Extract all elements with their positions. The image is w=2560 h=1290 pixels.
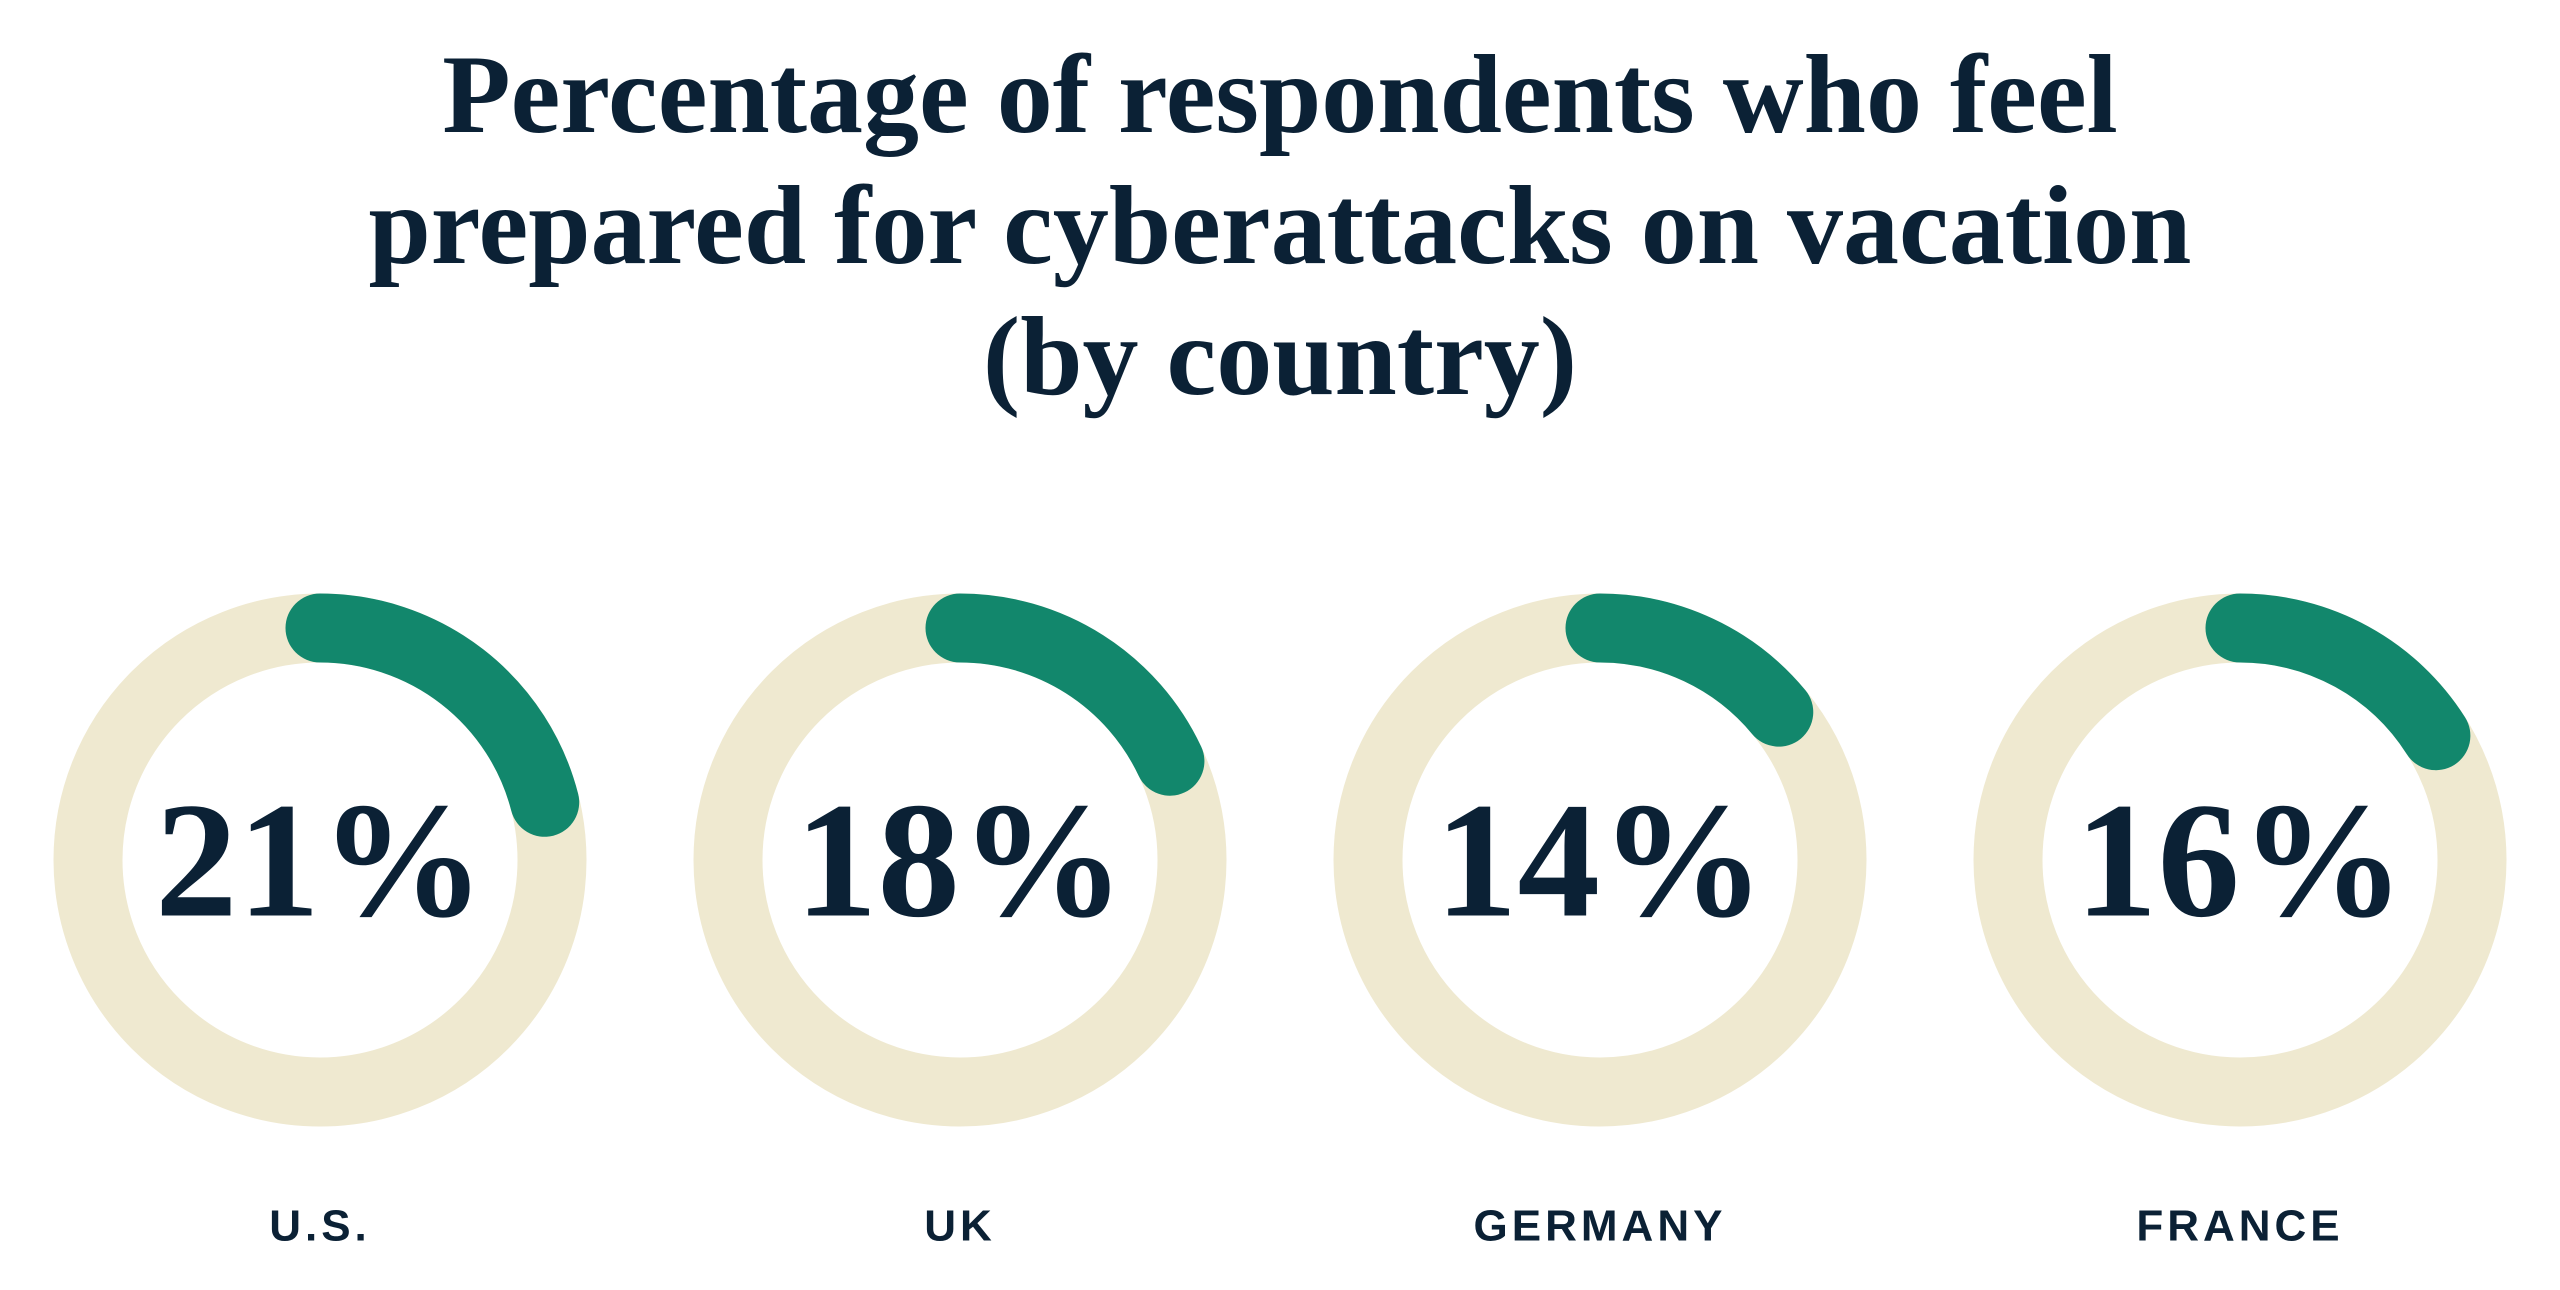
category-label: FRANCE [2136,1202,2343,1251]
value-label: 21% [155,769,485,952]
value-label: 14% [1435,769,1765,952]
donut-arc [1565,593,1814,747]
category-label: GERMANY [1474,1202,1727,1251]
donut-arc [925,593,1205,796]
chart-title: Percentage of respondents who feel prepa… [368,33,2192,419]
donut-arc [285,593,580,837]
value-label: 16% [2075,769,2405,952]
value-label: 18% [795,769,1125,952]
donut-arc [2205,593,2471,771]
category-label: U.S. [269,1202,371,1251]
category-label: UK [924,1202,996,1251]
